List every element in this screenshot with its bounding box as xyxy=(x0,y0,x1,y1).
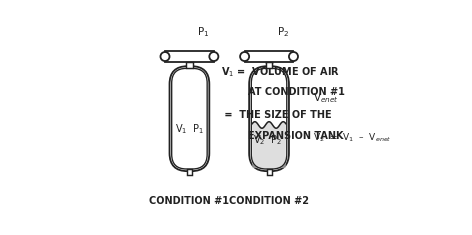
Text: P$_2$: P$_2$ xyxy=(277,25,289,39)
Text: V$_1$ =  VOLUME OF AIR: V$_1$ = VOLUME OF AIR xyxy=(221,65,340,78)
Bar xyxy=(267,169,271,175)
Text: V$_2$  =  V$_1$  –  V$_{enet}$: V$_2$ = V$_1$ – V$_{enet}$ xyxy=(313,131,392,144)
Text: AT CONDITION #1: AT CONDITION #1 xyxy=(221,87,345,98)
Bar xyxy=(165,51,214,63)
FancyBboxPatch shape xyxy=(249,66,289,171)
FancyBboxPatch shape xyxy=(169,66,209,171)
Circle shape xyxy=(209,52,219,61)
Text: CONDITION #1: CONDITION #1 xyxy=(150,196,229,206)
Text: =  THE SIZE OF THE: = THE SIZE OF THE xyxy=(221,110,332,120)
Bar xyxy=(187,169,192,175)
Text: V$_1$  P$_1$: V$_1$ P$_1$ xyxy=(175,123,204,137)
Text: V$_2$  P$_2$: V$_2$ P$_2$ xyxy=(253,133,282,147)
Text: CONDITION #2: CONDITION #2 xyxy=(229,196,309,206)
Text: EXPANSION TANK: EXPANSION TANK xyxy=(221,131,344,141)
Circle shape xyxy=(160,52,169,61)
Text: P$_1$: P$_1$ xyxy=(197,25,209,39)
Circle shape xyxy=(240,52,249,61)
Text: V$_{enet}$: V$_{enet}$ xyxy=(313,91,339,105)
Polygon shape xyxy=(252,122,286,168)
Bar xyxy=(266,63,272,68)
Circle shape xyxy=(289,52,298,61)
Bar xyxy=(186,63,193,68)
Bar xyxy=(244,51,294,63)
